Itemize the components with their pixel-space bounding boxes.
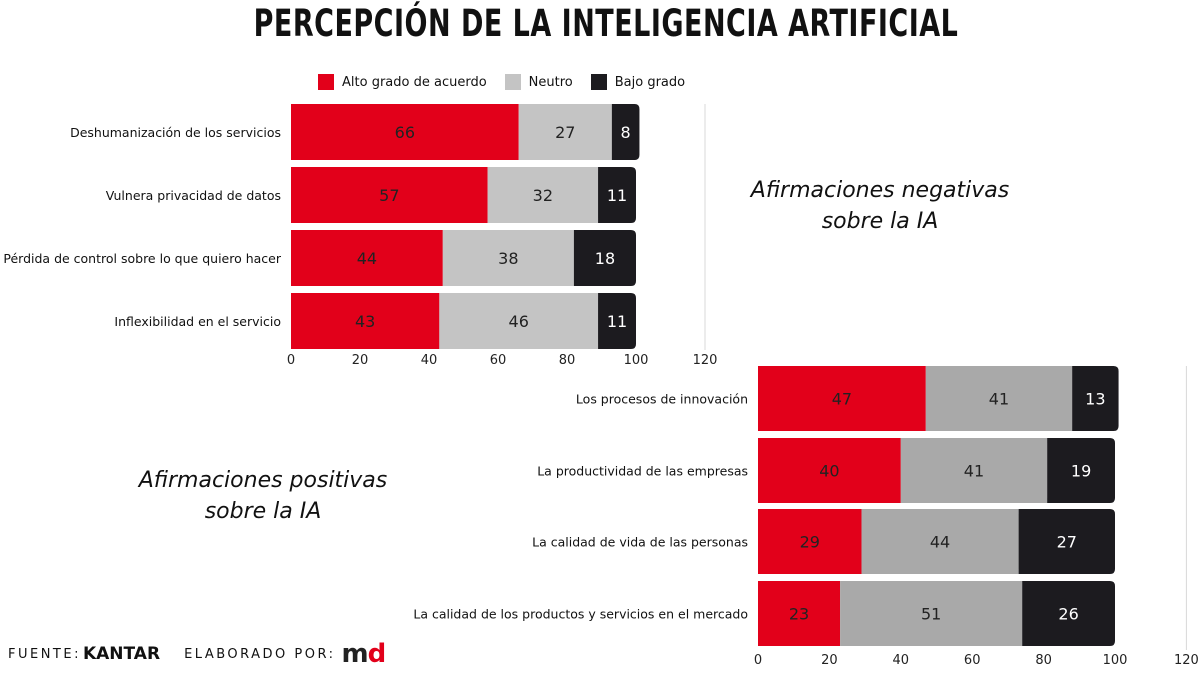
- x-tick-label-neg-60: 60: [490, 353, 507, 368]
- data-label-pos-0-series-1: 41: [989, 390, 1009, 409]
- bar-pos-0-series-0: [758, 366, 926, 431]
- made-by-label: ELABORADO POR:: [184, 646, 336, 662]
- data-label-neg-0-series-0: 66: [395, 123, 415, 142]
- x-tick-label-neg-80: 80: [559, 353, 576, 368]
- data-label-neg-2-series-1: 38: [498, 249, 518, 268]
- x-tick-label-neg-40: 40: [421, 353, 438, 368]
- bar-neg-0-series-2: [611, 104, 640, 160]
- x-tick-label-pos-80: 80: [1035, 653, 1052, 668]
- legend-label-alto: Alto grado de acuerdo: [342, 74, 487, 90]
- x-tick-label-pos-100: 100: [1103, 653, 1128, 668]
- bar-neg-0-series-0: [291, 104, 519, 160]
- x-tick-label-pos-120: 120: [1174, 653, 1199, 668]
- bar-pos-2-series-2: [1018, 509, 1115, 574]
- x-tick-label-neg-100: 100: [624, 353, 649, 368]
- bar-neg-3-series-0: [291, 293, 440, 349]
- legend-item-bajo[interactable]: Bajo grado: [590, 74, 686, 90]
- bar-neg-2-series-1: [442, 230, 574, 286]
- data-label-neg-1-series-0: 57: [379, 186, 399, 205]
- bar-neg-1-series-1: [487, 167, 599, 223]
- bar-pos-1-series-0: [758, 438, 901, 503]
- data-label-neg-1-series-1: 32: [533, 186, 553, 205]
- x-tick-label-neg-0: 0: [287, 353, 295, 368]
- caption-negative: Afirmaciones negativas sobre la IA: [720, 175, 1040, 237]
- data-label-neg-3-series-1: 46: [509, 312, 529, 331]
- data-label-neg-1-series-2: 11: [607, 186, 627, 205]
- data-label-pos-2-series-1: 44: [930, 533, 950, 552]
- bar-neg-0-series-1: [518, 104, 612, 160]
- legend-swatch-neutro: [504, 74, 521, 90]
- x-tick-label-pos-60: 60: [964, 653, 981, 668]
- md-logo: md: [342, 641, 387, 667]
- data-label-pos-3-series-2: 26: [1058, 605, 1078, 624]
- category-label-neg-1: Vulnera privacidad de datos: [106, 188, 281, 203]
- data-label-pos-3-series-0: 23: [789, 605, 809, 624]
- data-label-pos-2-series-0: 29: [800, 533, 820, 552]
- caption-negative-line-2: sobre la IA: [821, 209, 939, 234]
- x-tick-label-pos-40: 40: [893, 653, 910, 668]
- data-label-pos-1-series-0: 40: [819, 462, 839, 481]
- bar-pos-3-series-2: [1022, 581, 1115, 646]
- x-tick-label-neg-120: 120: [693, 353, 718, 368]
- bar-neg-2-series-2: [573, 230, 636, 286]
- bar-neg-1-series-2: [598, 167, 636, 223]
- legend-swatch-bajo: [590, 74, 607, 90]
- legend-item-neutro[interactable]: Neutro: [504, 74, 573, 90]
- bar-pos-1-series-2: [1047, 438, 1115, 503]
- data-label-neg-2-series-2: 18: [595, 249, 615, 268]
- md-logo-m: m: [341, 639, 369, 669]
- legend-swatch-alto: [318, 74, 334, 90]
- data-label-pos-2-series-2: 27: [1057, 533, 1077, 552]
- bar-pos-3-series-0: [758, 581, 841, 646]
- category-label-pos-3: La calidad de los productos y servicios …: [413, 607, 748, 622]
- data-label-pos-0-series-2: 13: [1085, 390, 1105, 409]
- category-label-neg-2: Pérdida de control sobre lo que quiero h…: [3, 251, 281, 266]
- bar-neg-3-series-2: [598, 293, 636, 349]
- bar-neg-2-series-0: [291, 230, 443, 286]
- footer: FUENTE: KANTAR ELABORADO POR: md: [8, 641, 387, 667]
- bar-pos-0-series-1: [925, 366, 1073, 431]
- bar-neg-1-series-0: [291, 167, 488, 223]
- category-label-pos-0: Los procesos de innovación: [576, 392, 748, 407]
- data-label-neg-0-series-2: 8: [621, 123, 631, 142]
- data-label-neg-2-series-0: 44: [357, 249, 377, 268]
- category-label-neg-0: Deshumanización de los servicios: [70, 125, 281, 140]
- bar-pos-1-series-1: [900, 438, 1048, 503]
- bar-pos-2-series-0: [758, 509, 862, 574]
- x-tick-label-neg-20: 20: [352, 353, 369, 368]
- category-label-pos-1: La productividad de las empresas: [537, 464, 748, 479]
- caption-positive: Afirmaciones positivas sobre la IA: [113, 465, 413, 527]
- bar-neg-3-series-1: [439, 293, 599, 349]
- source-label: FUENTE:: [8, 646, 81, 662]
- data-label-neg-0-series-1: 27: [555, 123, 575, 142]
- bar-pos-2-series-1: [861, 509, 1019, 574]
- kantar-logo: KANTAR: [82, 644, 161, 664]
- chart-legend: Alto grado de acuerdo Neutro Bajo grado: [318, 74, 703, 90]
- category-label-neg-3: Inflexibilidad en el servicio: [114, 314, 281, 329]
- legend-label-neutro: Neutro: [528, 74, 573, 90]
- caption-positive-line-1: Afirmaciones positivas: [138, 468, 388, 493]
- category-label-pos-2: La calidad de vida de las personas: [532, 535, 748, 550]
- caption-negative-line-1: Afirmaciones negativas: [750, 178, 1010, 203]
- data-label-neg-3-series-2: 11: [607, 312, 627, 331]
- legend-item-alto[interactable]: Alto grado de acuerdo: [318, 74, 487, 90]
- caption-positive-line-2: sobre la IA: [204, 499, 322, 524]
- bar-pos-0-series-2: [1072, 366, 1119, 431]
- data-label-neg-3-series-0: 43: [355, 312, 375, 331]
- md-logo-d: d: [367, 639, 387, 669]
- x-tick-label-pos-20: 20: [821, 653, 838, 668]
- bar-pos-3-series-1: [840, 581, 1023, 646]
- legend-label-bajo: Bajo grado: [614, 74, 686, 90]
- page-title: PERCEPCIÓN DE LA INTELIGENCIA ARTIFICIAL: [253, 2, 959, 46]
- data-label-pos-1-series-2: 19: [1071, 462, 1091, 481]
- data-label-pos-1-series-1: 41: [964, 462, 984, 481]
- data-label-pos-3-series-1: 51: [921, 605, 941, 624]
- data-label-pos-0-series-0: 47: [832, 390, 852, 409]
- x-tick-label-pos-0: 0: [754, 653, 762, 668]
